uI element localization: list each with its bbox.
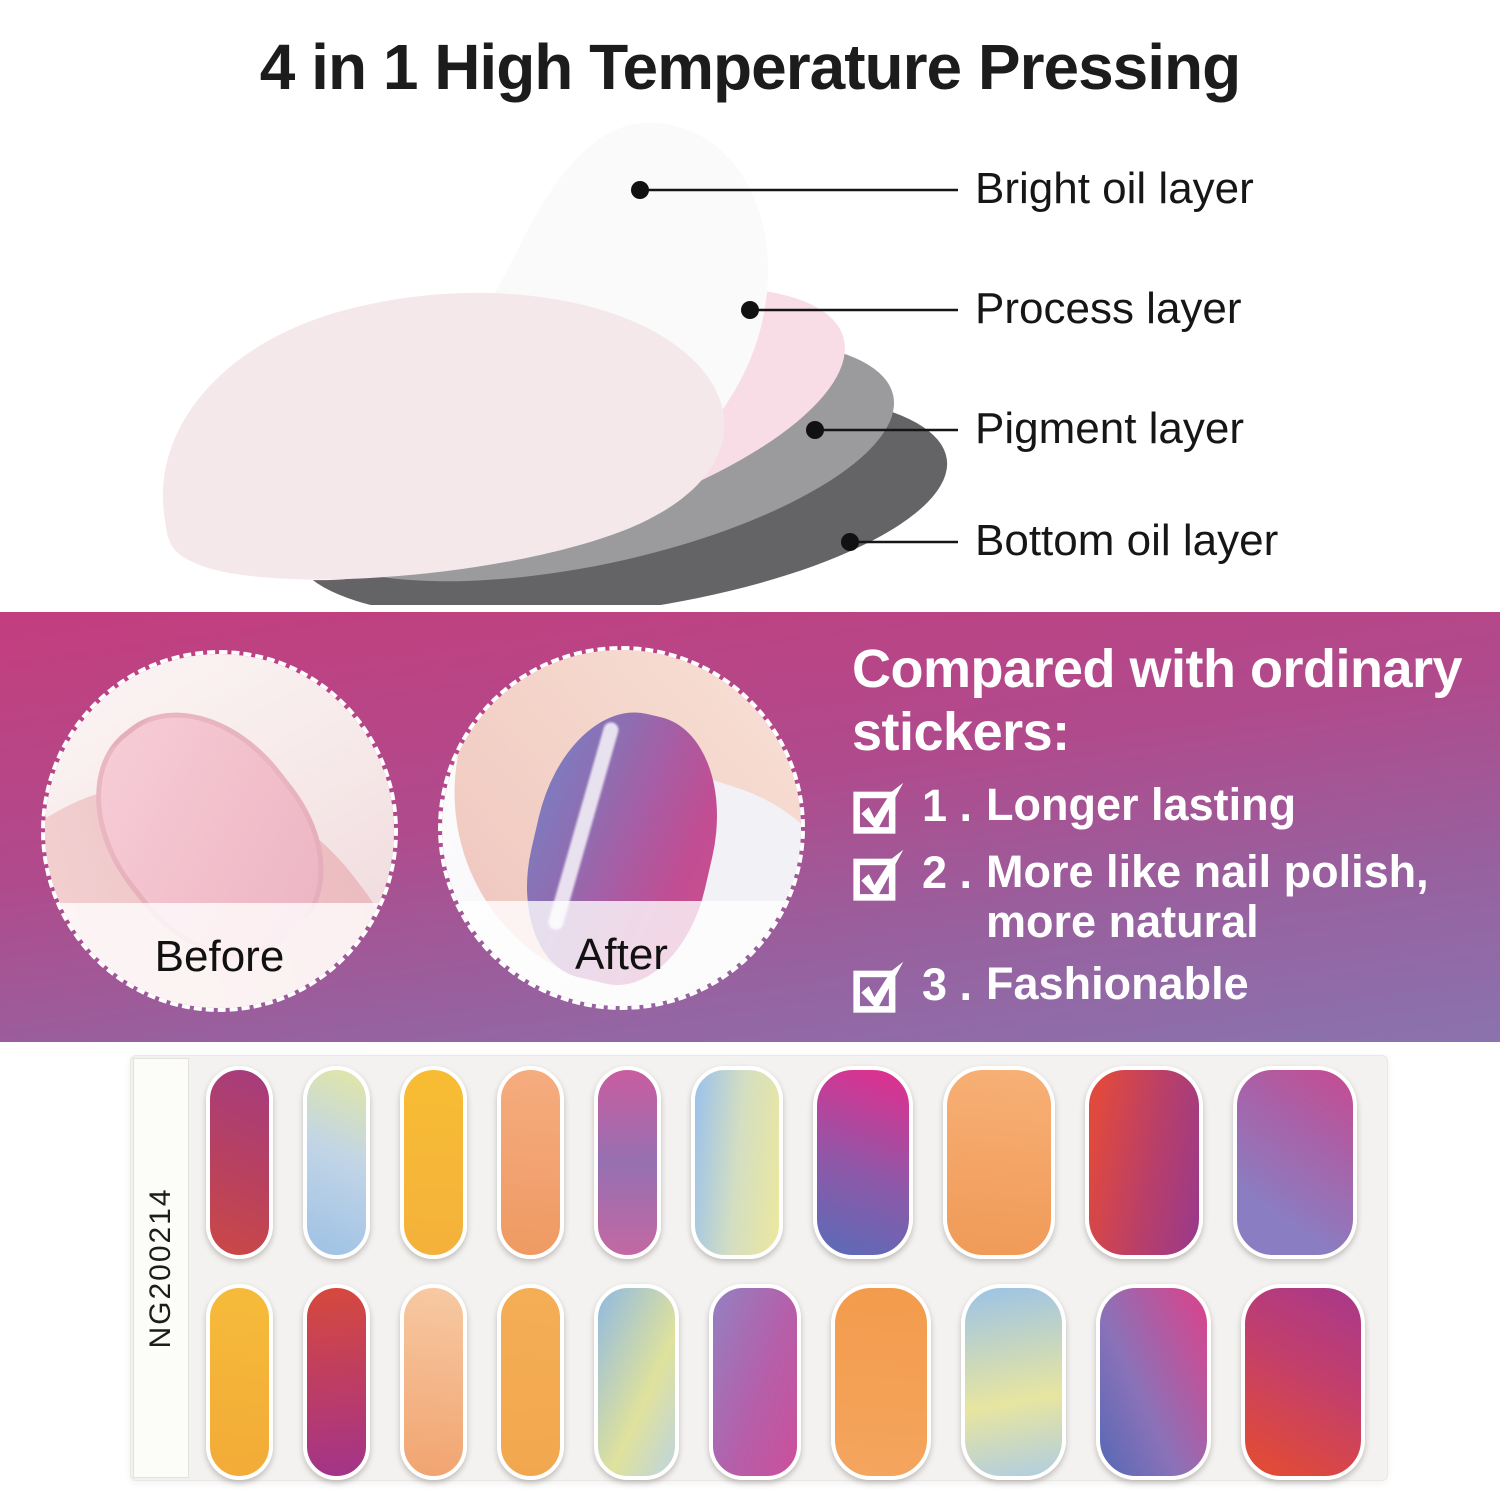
front-layer-shape: [162, 292, 725, 580]
nail-sticker: [813, 1066, 913, 1259]
checklist-item: 2 . More like nail polish, more natural: [852, 846, 1492, 948]
layer-diagram: [162, 122, 958, 605]
layer-label-bottom-oil: Bottom oil layer: [975, 516, 1279, 565]
nail-sticker: [206, 1066, 273, 1259]
layer-label-bright-oil: Bright oil layer: [975, 164, 1254, 213]
layer-label-pigment: Pigment layer: [975, 404, 1245, 453]
after-circle: After: [438, 646, 805, 1010]
before-label: Before: [154, 932, 285, 981]
sticker-row-bottom: [206, 1284, 1365, 1480]
nail-sticker: [1085, 1066, 1203, 1259]
pressing-diagram-section: 4 in 1 High Temperature Pressing: [0, 0, 1500, 612]
checklist-item: 1 . Longer lasting: [852, 779, 1492, 836]
page-title: 4 in 1 High Temperature Pressing: [259, 31, 1241, 103]
before-nail-photo: Before: [45, 654, 394, 1008]
nail-sticker: [303, 1066, 370, 1259]
checkbox-checked-icon: [853, 849, 904, 901]
checkbox-checked-icon: [853, 782, 904, 834]
nail-sticker: [400, 1284, 467, 1480]
nail-sticker: [691, 1066, 783, 1259]
nail-sticker: [400, 1066, 467, 1259]
checklist-item: 3 . Fashionable: [852, 958, 1492, 1015]
before-circle: Before: [41, 650, 398, 1012]
nail-sticker: [943, 1066, 1055, 1259]
sticker-row-top: [206, 1066, 1357, 1259]
sticker-sheet: NG200214: [130, 1055, 1388, 1481]
comparison-section: Before After Compared with ordinary stic…: [0, 612, 1500, 1042]
layer-label-process: Process layer: [975, 284, 1242, 333]
nail-sticker: [594, 1066, 661, 1259]
nail-sticker: [497, 1066, 564, 1259]
code-strip: NG200214: [133, 1058, 189, 1478]
nail-sticker: [1233, 1066, 1357, 1259]
nail-sticker: [709, 1284, 801, 1480]
nail-sticker: [303, 1284, 370, 1480]
nail-sticker: [831, 1284, 931, 1480]
nail-sticker: [1241, 1284, 1365, 1480]
nail-sticker: [961, 1284, 1066, 1480]
checklist: 1 . Longer lasting 2 . More like nail po…: [852, 779, 1492, 1026]
comparison-heading: Compared with ordinary stickers:: [852, 639, 1463, 762]
nail-sticker: [497, 1284, 564, 1480]
leader-dots: [631, 181, 859, 551]
nail-sticker: [206, 1284, 273, 1480]
checkbox-checked-icon: [853, 961, 904, 1013]
nail-sticker: [1096, 1284, 1211, 1480]
product-photo-section: NG200214: [0, 1042, 1500, 1500]
nail-sticker: [594, 1284, 679, 1480]
leader-lines: [640, 188, 958, 544]
after-nail-photo: After: [442, 650, 801, 1006]
product-code: NG200214: [144, 1187, 177, 1349]
after-label: After: [575, 930, 668, 979]
